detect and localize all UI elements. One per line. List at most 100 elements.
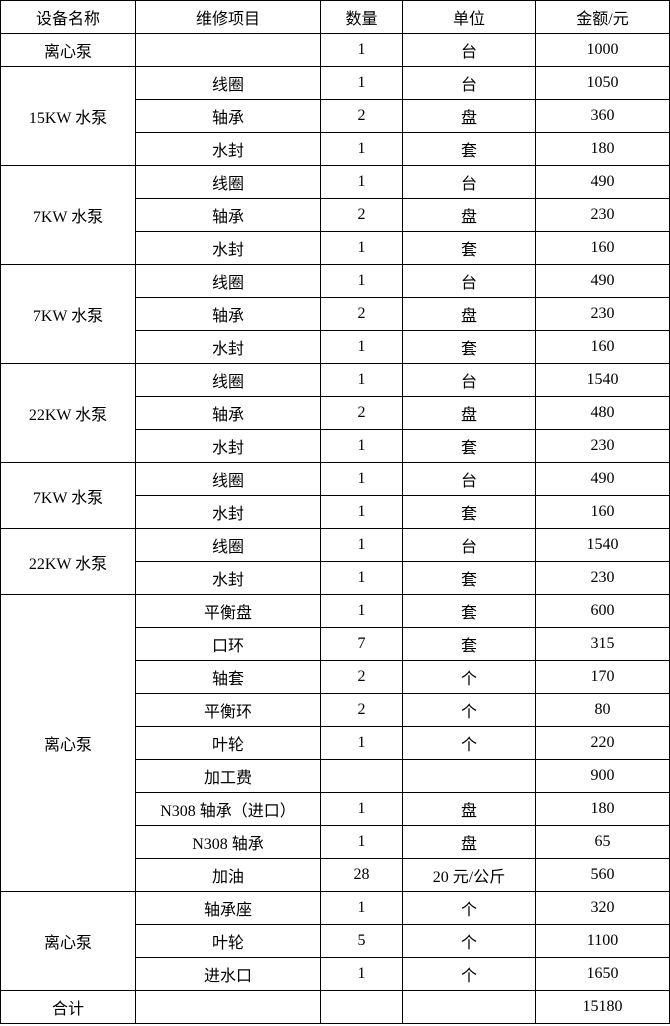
- quantity-cell: 1: [320, 231, 403, 265]
- total-label: 合计: [0, 990, 136, 1024]
- item-cell: 轴承: [135, 396, 321, 430]
- item-cell: 水封: [135, 561, 321, 595]
- quantity-cell: 2: [320, 396, 403, 430]
- unit-cell: 台: [402, 363, 536, 397]
- quantity-cell: 1: [320, 66, 403, 100]
- unit-cell: 套: [402, 330, 536, 364]
- amount-cell: 315: [535, 627, 670, 661]
- unit-cell: 个: [402, 660, 536, 694]
- header-cell: 设备名称: [0, 0, 136, 34]
- table-row: N308 轴承（进口） 1 盘 180: [1, 792, 670, 826]
- item-cell: 叶轮: [135, 726, 321, 760]
- table-row: 7KW 水泵 线圈 1 台 490: [0, 462, 670, 529]
- equipment-cell: 22KW 水泵: [0, 363, 136, 463]
- item-cell: 平衡环: [135, 693, 321, 727]
- equipment-cell: 7KW 水泵: [0, 165, 136, 265]
- item-cell: 轴承: [135, 99, 321, 133]
- item-cell: 线圈: [135, 264, 321, 298]
- quantity-cell: 1: [320, 726, 403, 760]
- equipment-cell: 15KW 水泵: [0, 66, 136, 166]
- amount-cell: 600: [535, 594, 670, 628]
- equipment-cell: 离心泵: [0, 891, 136, 991]
- unit-cell: 盘: [402, 198, 536, 232]
- quantity-cell: 2: [320, 297, 403, 331]
- unit-cell: 套: [402, 231, 536, 265]
- table-row: 离心泵 平衡盘 1 套 600: [0, 594, 670, 892]
- unit-cell: 盘: [402, 825, 536, 859]
- quantity-cell: [320, 759, 403, 793]
- amount-cell: 230: [535, 429, 670, 463]
- table-row: 叶轮 5 个 1100: [1, 924, 670, 958]
- equipment-cell: 7KW 水泵: [0, 264, 136, 364]
- table-row: 离心泵 轴承座 1 个 320: [0, 891, 670, 991]
- item-cell: 水封: [135, 132, 321, 166]
- quantity-cell: 7: [320, 627, 403, 661]
- unit-cell: 台: [402, 33, 536, 67]
- amount-cell: 490: [535, 264, 670, 298]
- unit-cell: 台: [402, 264, 536, 298]
- unit-cell: 套: [402, 495, 536, 529]
- quantity-cell: 1: [320, 495, 403, 529]
- item-cell: 线圈: [135, 462, 321, 496]
- equipment-cell: 离心泵: [0, 33, 136, 67]
- table-row: 水封 1 套 160: [1, 231, 670, 265]
- item-cell: N308 轴承: [135, 825, 321, 859]
- quantity-cell: 1: [320, 462, 403, 496]
- item-cell: 线圈: [135, 363, 321, 397]
- unit-cell: 套: [402, 561, 536, 595]
- unit-cell: 套: [402, 132, 536, 166]
- unit-cell: 套: [402, 594, 536, 628]
- unit-cell: 套: [402, 627, 536, 661]
- unit-cell: [402, 759, 536, 793]
- amount-cell: 1540: [535, 363, 670, 397]
- quantity-cell: 1: [320, 825, 403, 859]
- empty-cell: [402, 990, 536, 1024]
- unit-cell: 20 元/公斤: [402, 858, 536, 892]
- table-row: 水封 1 套 230: [1, 429, 670, 463]
- table-row: 口环 7 套 315: [1, 627, 670, 661]
- quantity-cell: 1: [320, 891, 403, 925]
- amount-cell: 490: [535, 462, 670, 496]
- table-row: 设备名称 维修项目 数量 单位 金额/元: [0, 0, 670, 34]
- unit-cell: 台: [402, 66, 536, 100]
- amount-cell: 170: [535, 660, 670, 694]
- quantity-cell: 1: [320, 33, 403, 67]
- item-cell: 线圈: [135, 528, 321, 562]
- quantity-cell: 28: [320, 858, 403, 892]
- item-cell: 平衡盘: [135, 594, 321, 628]
- item-cell: 线圈: [135, 66, 321, 100]
- quantity-cell: 1: [320, 264, 403, 298]
- quantity-cell: 1: [320, 132, 403, 166]
- item-cell: 水封: [135, 495, 321, 529]
- item-cell: N308 轴承（进口）: [135, 792, 321, 826]
- item-cell: 水封: [135, 429, 321, 463]
- table-row: 22KW 水泵 线圈 1 台 1540: [0, 363, 670, 463]
- item-cell: 加油: [135, 858, 321, 892]
- amount-cell: 80: [535, 693, 670, 727]
- quantity-cell: 1: [320, 363, 403, 397]
- unit-cell: 台: [402, 165, 536, 199]
- unit-cell: 个: [402, 693, 536, 727]
- amount-cell: 220: [535, 726, 670, 760]
- unit-cell: 套: [402, 429, 536, 463]
- header-cell: 维修项目: [135, 0, 321, 34]
- unit-cell: 台: [402, 462, 536, 496]
- amount-cell: 180: [535, 132, 670, 166]
- equipment-cell: 7KW 水泵: [0, 462, 136, 529]
- amount-cell: 560: [535, 858, 670, 892]
- table-row: 轴承 2 盘 230: [1, 297, 670, 331]
- item-cell: 轴套: [135, 660, 321, 694]
- amount-cell: 230: [535, 198, 670, 232]
- table-row: 7KW 水泵 线圈 1 台 490: [0, 165, 670, 265]
- quantity-cell: 2: [320, 198, 403, 232]
- amount-cell: 1540: [535, 528, 670, 562]
- amount-cell: 180: [535, 792, 670, 826]
- amount-cell: 65: [535, 825, 670, 859]
- table-row: 水封 1 套 160: [1, 330, 670, 364]
- quantity-cell: 1: [320, 165, 403, 199]
- table-row: 离心泵 1 台 1000: [0, 33, 670, 67]
- item-cell: 轴承座: [135, 891, 321, 925]
- quantity-cell: 1: [320, 429, 403, 463]
- table-row: 叶轮 1 个 220: [1, 726, 670, 760]
